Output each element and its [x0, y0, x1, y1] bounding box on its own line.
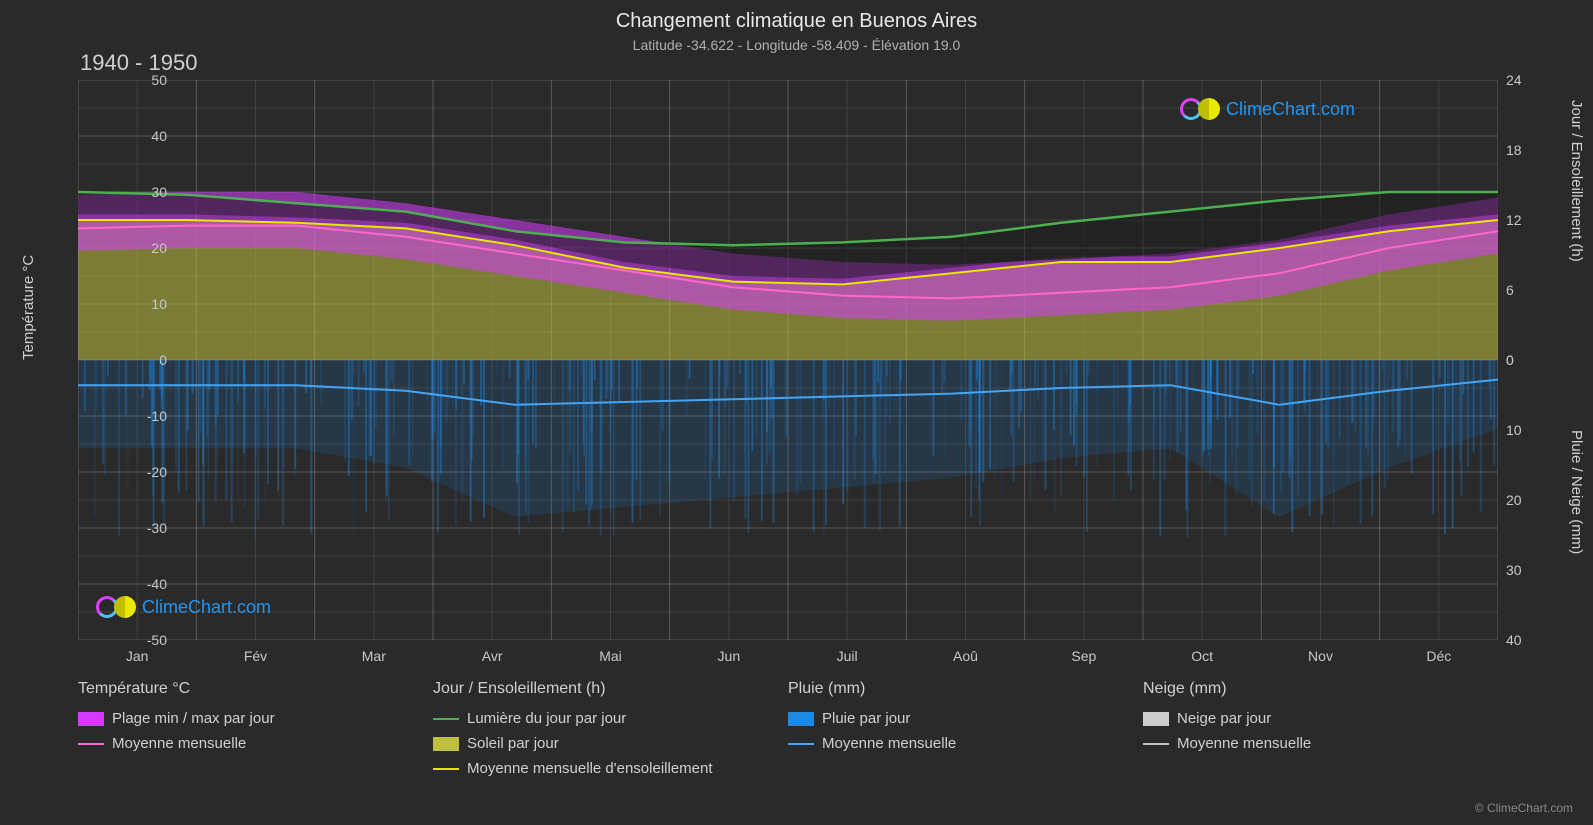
x-tick: Avr	[482, 648, 503, 664]
x-tick: Mar	[362, 648, 386, 664]
y-left-tick: 30	[127, 184, 167, 200]
x-tick: Oct	[1191, 648, 1213, 664]
y-left-tick: -20	[127, 464, 167, 480]
y-right-bot-tick: 20	[1506, 492, 1522, 508]
y-right-top-tick: 18	[1506, 142, 1522, 158]
x-tick: Nov	[1308, 648, 1333, 664]
y-left-tick: -30	[127, 520, 167, 536]
chart-title: Changement climatique en Buenos Aires	[0, 0, 1593, 33]
legend-swatch	[788, 743, 814, 745]
y-left-tick: -50	[127, 632, 167, 648]
legend-col-rain: Pluie (mm) Pluie par jour Moyenne mensuell…	[788, 680, 1143, 777]
legend-label: Moyenne mensuelle	[1177, 735, 1311, 752]
legend: Température °C Plage min / max par jour Mo…	[78, 680, 1498, 777]
legend-title: Neige (mm)	[1143, 680, 1498, 698]
x-tick: Déc	[1426, 648, 1451, 664]
legend-item: Moyenne mensuelle	[78, 735, 433, 752]
legend-swatch	[788, 712, 814, 726]
logo-sun-icon	[1198, 98, 1220, 120]
y-right-bot-tick: 0	[1506, 352, 1514, 368]
legend-swatch	[433, 718, 459, 720]
logo-sun-icon	[114, 596, 136, 618]
legend-swatch	[433, 768, 459, 770]
legend-label: Moyenne mensuelle	[112, 735, 246, 752]
x-tick: Fév	[244, 648, 267, 664]
plot-area	[78, 80, 1498, 640]
legend-item: Pluie par jour	[788, 710, 1143, 727]
legend-label: Lumière du jour par jour	[467, 710, 626, 727]
legend-col-daylight: Jour / Ensoleillement (h) Lumière du jour…	[433, 680, 788, 777]
y-left-axis-title: Température °C	[20, 255, 37, 360]
x-tick: Jan	[126, 648, 149, 664]
plot-svg	[78, 80, 1498, 640]
legend-label: Moyenne mensuelle	[822, 735, 956, 752]
y-right-top-tick: 24	[1506, 72, 1522, 88]
legend-label: Neige par jour	[1177, 710, 1271, 727]
legend-item: Moyenne mensuelle	[788, 735, 1143, 752]
legend-title: Pluie (mm)	[788, 680, 1143, 698]
legend-label: Plage min / max par jour	[112, 710, 275, 727]
chart-subtitle: Latitude -34.622 - Longitude -58.409 - É…	[0, 33, 1593, 53]
legend-swatch	[78, 743, 104, 745]
brand-logo-top: ClimeChart.com	[1180, 98, 1355, 120]
y-right-top-tick: 12	[1506, 212, 1522, 228]
copyright: © ClimeChart.com	[1475, 801, 1573, 815]
legend-swatch	[1143, 743, 1169, 745]
legend-swatch	[433, 737, 459, 751]
legend-item: Soleil par jour	[433, 735, 788, 752]
y-left-tick: -40	[127, 576, 167, 592]
y-right-top-tick: 6	[1506, 282, 1514, 298]
legend-label: Moyenne mensuelle d'ensoleillement	[467, 760, 713, 777]
legend-swatch	[78, 712, 104, 726]
legend-swatch	[1143, 712, 1169, 726]
chart-container: Changement climatique en Buenos Aires La…	[0, 0, 1593, 825]
x-tick: Mai	[599, 648, 622, 664]
legend-item: Plage min / max par jour	[78, 710, 433, 727]
legend-item: Neige par jour	[1143, 710, 1498, 727]
legend-col-snow: Neige (mm) Neige par jour Moyenne mensuell…	[1143, 680, 1498, 777]
y-left-tick: 40	[127, 128, 167, 144]
x-tick: Aoû	[953, 648, 978, 664]
legend-label: Soleil par jour	[467, 735, 559, 752]
x-tick: Juil	[837, 648, 858, 664]
brand-text: ClimeChart.com	[142, 597, 271, 618]
x-tick: Sep	[1071, 648, 1096, 664]
y-left-tick: -10	[127, 408, 167, 424]
y-right-top-axis-title: Jour / Ensoleillement (h)	[1568, 100, 1585, 262]
legend-title: Température °C	[78, 680, 433, 698]
x-tick: Jun	[718, 648, 741, 664]
brand-text: ClimeChart.com	[1226, 99, 1355, 120]
y-right-bot-tick: 40	[1506, 632, 1522, 648]
y-left-tick: 10	[127, 296, 167, 312]
y-left-tick: 20	[127, 240, 167, 256]
legend-item: Moyenne mensuelle d'ensoleillement	[433, 760, 788, 777]
y-right-bot-tick: 30	[1506, 562, 1522, 578]
legend-title: Jour / Ensoleillement (h)	[433, 680, 788, 698]
legend-item: Lumière du jour par jour	[433, 710, 788, 727]
y-right-bot-tick: 10	[1506, 422, 1522, 438]
legend-col-temperature: Température °C Plage min / max par jour Mo…	[78, 680, 433, 777]
brand-logo-bottom: ClimeChart.com	[96, 596, 271, 618]
y-right-bot-axis-title: Pluie / Neige (mm)	[1568, 430, 1585, 554]
y-left-tick: 0	[127, 352, 167, 368]
y-left-tick: 50	[127, 72, 167, 88]
legend-label: Pluie par jour	[822, 710, 910, 727]
legend-item: Moyenne mensuelle	[1143, 735, 1498, 752]
